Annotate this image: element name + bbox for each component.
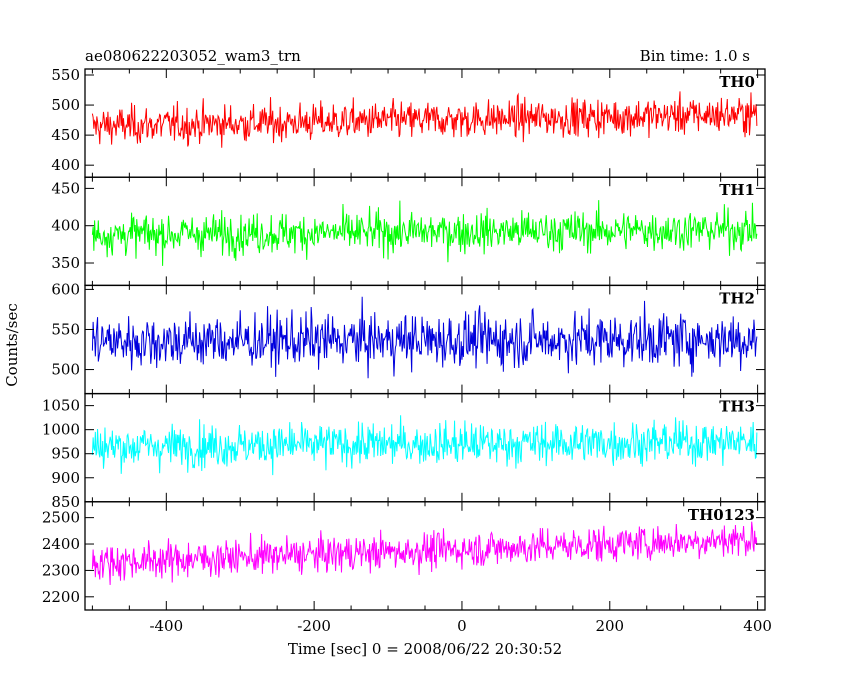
y-tick-label: 350 [51, 254, 80, 272]
y-tick-label: 450 [51, 126, 80, 144]
x-tick-label: 200 [595, 617, 624, 635]
y-tick-label: 1050 [42, 397, 80, 415]
y-tick-label: 2300 [42, 561, 80, 579]
panel-label-th0123: TH0123 [688, 506, 755, 524]
series-line-th0 [91, 91, 758, 148]
y-tick-label: 850 [51, 493, 80, 511]
y-tick-label: 550 [51, 320, 80, 338]
panel-label-th0: TH0 [719, 73, 755, 91]
x-tick-label: 0 [457, 617, 467, 635]
panel-th3: 850 900 950 1000 1050 TH3 [42, 392, 766, 511]
y-tick-label: 900 [51, 469, 80, 487]
y-tick-label: 600 [51, 280, 80, 298]
y-tick-label: 400 [51, 217, 80, 235]
x-axis-label: Time [sec] 0 = 2008/06/22 20:30:52 [288, 640, 562, 658]
y-axis-label: Counts/sec [3, 303, 21, 387]
panel-th0: 400 450 500 550 TH0 [51, 66, 766, 178]
y-tick-label: 400 [51, 156, 80, 174]
series-line-th1 [91, 200, 758, 266]
panel-th2: 500 550 600 TH2 [51, 280, 766, 395]
bin-time-label: Bin time: 1.0 s [640, 47, 750, 65]
panel-label-th1: TH1 [719, 181, 755, 199]
y-tick-label: 2500 [42, 509, 80, 527]
y-tick-label: 1000 [42, 421, 80, 439]
series-line-th2 [91, 296, 758, 379]
x-tick-label: -400 [149, 617, 183, 635]
panel-label-th2: TH2 [719, 289, 755, 307]
y-tick-label: 500 [51, 361, 80, 379]
series-line-th0123 [91, 521, 758, 585]
y-tick-label: 550 [51, 66, 80, 84]
series-line-th3 [91, 415, 758, 476]
panel-th1: 350 400 450 TH1 [51, 176, 766, 287]
panels: 400 450 500 550 TH0 350 400 450 TH1 500 550 600 TH2 8… [42, 66, 772, 635]
x-tick-label: -200 [297, 617, 331, 635]
y-tick-label: 2200 [42, 588, 80, 606]
panel-th0123: 2200 2300 2400 2500 TH0123 [42, 501, 766, 611]
y-tick-label: 450 [51, 179, 80, 197]
x-tick-label: 400 [743, 617, 772, 635]
chart-title: ae080622203052_wam3_trn [85, 47, 301, 65]
y-tick-label: 2400 [42, 535, 80, 553]
y-tick-label: 500 [51, 96, 80, 114]
y-tick-label: 950 [51, 445, 80, 463]
panel-label-th3: TH3 [719, 398, 755, 416]
